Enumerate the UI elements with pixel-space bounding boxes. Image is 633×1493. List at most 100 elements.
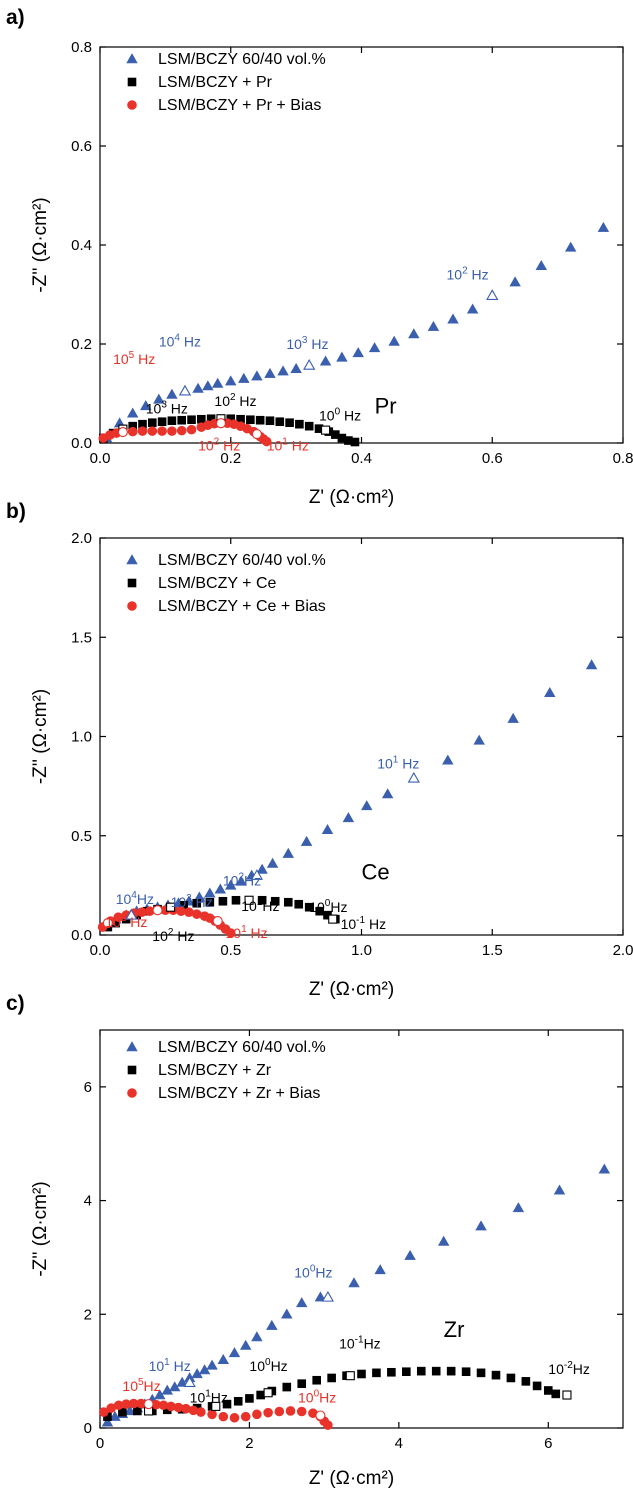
data-point <box>222 1399 232 1409</box>
frequency-annotation: 105Hz <box>122 1377 160 1394</box>
legend-marker <box>127 601 137 611</box>
open-data-point <box>486 289 499 300</box>
x-axis-label: Z' (Ω·cm²) <box>309 487 394 508</box>
data-point <box>491 1370 501 1380</box>
open-data-point <box>303 358 316 370</box>
data-point <box>231 895 241 905</box>
data-point <box>240 1411 251 1422</box>
frequency-annotation: 101 Hz <box>226 924 268 941</box>
data-point <box>296 1406 307 1417</box>
data-point <box>225 879 237 890</box>
data-point <box>585 659 598 670</box>
data-point <box>192 382 204 393</box>
y-tick-label: 2.0 <box>71 530 92 547</box>
data-point <box>197 414 206 424</box>
frequency-annotation: 104 Hz <box>159 332 201 349</box>
data-point <box>381 788 394 799</box>
data-point <box>314 1291 327 1302</box>
data-point <box>204 887 216 898</box>
data-point <box>404 1249 416 1260</box>
open-data-point <box>320 425 331 435</box>
frequency-annotation: 100Hz <box>249 1357 287 1374</box>
data-point <box>266 857 279 868</box>
plot-frame <box>99 1029 624 1429</box>
y-tick-label: 0.8 <box>71 39 92 56</box>
data-point <box>255 415 265 425</box>
data-point <box>191 909 202 919</box>
open-data-point <box>215 418 226 429</box>
open-data-point <box>212 916 223 927</box>
legend-entry: LSM/BCZY 60/40 vol.% <box>158 552 326 569</box>
frequency-annotation: 100 Hz <box>319 407 361 424</box>
data-point <box>252 1409 262 1420</box>
data-point <box>256 1390 265 1400</box>
data-point <box>214 883 227 894</box>
open-data-point <box>183 1376 196 1387</box>
open-data-point <box>102 918 113 929</box>
x-tick-label: 6 <box>544 1435 552 1452</box>
frequency-annotation: 102 Hz <box>152 927 194 944</box>
data-point <box>512 1202 525 1213</box>
material-tag: Zr <box>444 1317 465 1342</box>
frequency-annotation: 101Hz <box>241 897 279 914</box>
data-point <box>342 812 355 823</box>
legend-marker <box>126 53 138 64</box>
data-point <box>251 1331 263 1342</box>
x-tick-label: 1.0 <box>351 942 372 959</box>
data-point <box>476 1368 486 1378</box>
data-point <box>157 417 167 427</box>
open-data-point <box>143 1399 154 1410</box>
data-point <box>251 370 263 381</box>
data-point <box>387 1367 396 1377</box>
data-point <box>296 1297 308 1308</box>
frequency-annotation: 103 Hz <box>286 335 328 352</box>
data-point <box>270 896 280 906</box>
legend-entry: LSM/BCZY + Ce + Bias <box>158 598 326 615</box>
data-point <box>283 897 293 907</box>
legend: LSM/BCZY 60/40 vol.% LSM/BCZY + Pr LSM/BCZ… <box>126 51 326 114</box>
open-data-point <box>250 869 264 880</box>
data-point <box>312 1375 321 1385</box>
legend-entry: LSM/BCZY 60/40 vol.% <box>158 51 326 68</box>
frequency-annotation: 101 Hz <box>149 1357 191 1374</box>
x-tick-label: 1.5 <box>482 942 503 959</box>
data-point <box>148 418 157 428</box>
chart-panel-3: c) 0 2 4 6 0 2 4 6 Z' (Ω·cm²) -Z'' (Ω·cm²) 101 Hz 10… <box>6 992 624 1489</box>
data-point <box>274 1406 285 1417</box>
data-point <box>297 1379 307 1388</box>
data-point <box>264 367 276 378</box>
data-point <box>277 365 289 376</box>
data-point <box>98 1407 109 1417</box>
data-point <box>238 372 250 383</box>
data-point <box>290 362 302 373</box>
x-tick-label: 0.8 <box>613 450 633 467</box>
data-point <box>285 418 294 428</box>
open-data-point <box>407 771 420 783</box>
data-point <box>205 897 215 907</box>
data-point <box>211 377 224 388</box>
data-point <box>336 351 348 362</box>
data-point <box>323 1420 333 1430</box>
data-point <box>176 425 187 436</box>
data-point <box>532 1381 542 1391</box>
legend-entry: LSM/BCZY + Ce <box>158 575 277 592</box>
panel-letter: a) <box>6 6 25 29</box>
legend-marker <box>127 100 137 110</box>
x-tick-label: 0.2 <box>220 450 241 467</box>
legend: LSM/BCZY 60/40 vol.% LSM/BCZY + Zr LSM/BCZ… <box>126 1039 326 1102</box>
y-tick-label: 2 <box>84 1306 92 1323</box>
data-point <box>374 1264 386 1275</box>
x-tick-label: 2 <box>245 1435 253 1452</box>
data-point <box>239 1339 252 1350</box>
data-point <box>473 734 485 745</box>
data-point <box>101 1416 114 1427</box>
x-tick-label: 0.5 <box>220 942 241 959</box>
material-tag: Pr <box>375 393 397 418</box>
data-point <box>446 1366 456 1376</box>
open-data-point <box>562 1390 572 1400</box>
frequency-annotation: 102 Hz <box>214 392 256 409</box>
data-point <box>506 1373 516 1383</box>
data-point <box>282 1382 292 1392</box>
frequency-annotation: 105 Hz <box>113 350 155 367</box>
